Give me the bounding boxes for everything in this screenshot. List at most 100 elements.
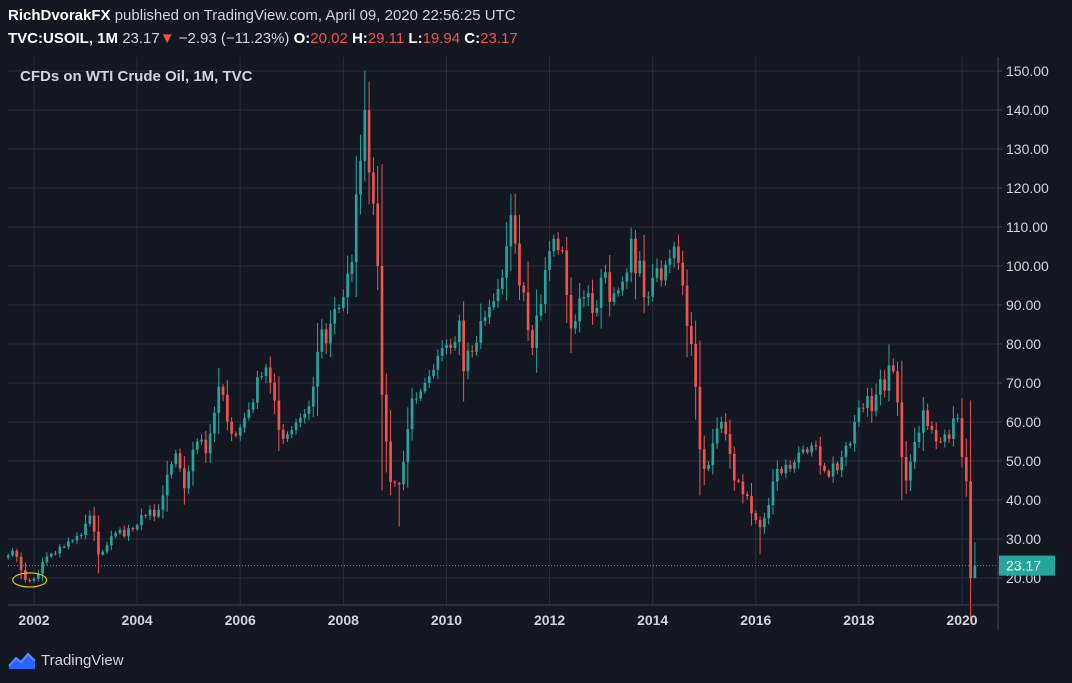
candle-body — [462, 320, 465, 372]
candle-body — [591, 293, 594, 313]
candle-body — [848, 443, 852, 446]
close-value: 23.17 — [480, 30, 518, 47]
candle-body — [286, 434, 289, 439]
candle-body — [290, 429, 294, 435]
candle-body — [754, 513, 758, 521]
candle-body — [71, 540, 74, 542]
publish-line: RichDvorakFX published on TradingView.co… — [8, 7, 516, 24]
candle-body — [904, 457, 908, 481]
price-axis[interactable]: 20.0030.0040.0050.0060.0070.0080.0090.00… — [997, 57, 1049, 630]
y-tick-label: 110.00 — [1006, 219, 1048, 235]
candle-body — [372, 172, 375, 204]
candle-body — [445, 344, 448, 348]
candle-body — [110, 536, 113, 546]
candle-body — [930, 425, 934, 430]
candle-body — [947, 434, 951, 439]
candle-body — [539, 303, 543, 316]
x-tick-label: 2004 — [122, 612, 153, 628]
candle-body — [806, 449, 809, 453]
tradingview-footer[interactable]: TradingView — [8, 648, 124, 672]
low-label: L: — [408, 30, 423, 47]
candle-body — [870, 396, 874, 412]
candle-body — [406, 429, 410, 462]
candle-body — [299, 417, 302, 423]
candle-body — [118, 529, 122, 534]
candle-body — [728, 434, 732, 454]
candle-body — [183, 468, 186, 489]
candle-body — [303, 413, 306, 418]
y-tick-label: 120.00 — [1006, 180, 1049, 196]
candle-body — [518, 243, 521, 286]
time-axis[interactable]: 2002 2004 2006 2008 2010 2012 2014 2016 2018 2020 — [8, 604, 998, 628]
candle-body — [268, 367, 272, 383]
candle-body — [939, 441, 942, 443]
candle-body — [702, 449, 706, 469]
x-tick-label: 2002 — [18, 612, 49, 628]
candle-body — [952, 418, 955, 439]
candle-body — [612, 293, 616, 303]
candle-body — [578, 298, 581, 322]
candle-body — [771, 481, 775, 506]
high-label: H: — [351, 30, 368, 47]
candle-body — [114, 533, 117, 537]
candle-body — [54, 553, 57, 555]
candle-body — [775, 468, 779, 482]
chart-title: CFDs on WTI Crude Oil, 1M, TVC — [20, 68, 253, 85]
candle-body — [827, 470, 831, 477]
plot-area[interactable] — [8, 57, 998, 594]
candle-body — [879, 379, 882, 395]
candle-body — [861, 407, 865, 409]
candle-body — [922, 410, 925, 433]
candle-body — [763, 518, 766, 528]
candle-body — [724, 422, 728, 435]
candle-body — [853, 422, 856, 444]
candle-body — [243, 418, 246, 428]
candle-body — [548, 251, 551, 270]
candle-body — [84, 523, 87, 536]
candle-body — [814, 445, 818, 447]
candle-body — [883, 379, 886, 391]
candle-body — [531, 330, 534, 348]
y-tick-label: 80.00 — [1006, 336, 1041, 352]
candle-body — [844, 445, 848, 458]
candle-body — [668, 258, 672, 265]
low-value: 19.94 — [422, 30, 461, 47]
candle-body — [32, 578, 36, 581]
candle-body — [415, 398, 418, 400]
candle-body — [647, 296, 650, 298]
open-label: O: — [293, 30, 311, 47]
x-tick-label: 2006 — [225, 612, 256, 628]
candle-body — [909, 461, 912, 481]
tradingview-logo-icon — [8, 652, 36, 669]
chart-header: RichDvorakFX published on TradingView.co… — [0, 0, 1072, 52]
candle-body — [178, 453, 182, 469]
candle-body — [569, 294, 573, 329]
candle-body — [41, 562, 44, 574]
candle-body — [264, 367, 268, 377]
candle-body — [423, 383, 427, 392]
candle-body — [49, 553, 53, 557]
candle-body — [440, 347, 444, 356]
candle-body — [337, 308, 341, 310]
candle-body — [475, 342, 478, 352]
candle-body — [685, 285, 689, 326]
candle-body — [213, 412, 216, 434]
candle-body — [28, 579, 32, 581]
high-value: 29.11 — [367, 30, 405, 47]
candle-body — [342, 297, 345, 309]
candle-body — [208, 433, 212, 454]
last-price-tag: 23.17 — [999, 555, 1055, 576]
y-tick-label: 60.00 — [1006, 414, 1041, 430]
author-name[interactable]: RichDvorakFX — [8, 7, 111, 24]
candle-body — [574, 321, 577, 329]
candle-body — [690, 325, 693, 344]
candle-body — [127, 528, 130, 537]
candle-body — [943, 434, 947, 442]
annotation-ellipse[interactable] — [12, 572, 48, 588]
candle-body — [410, 398, 414, 430]
candle-body — [801, 449, 805, 453]
candle-body — [831, 463, 835, 477]
symbol-label[interactable]: TVC:USOIL, 1M — [8, 30, 119, 47]
down-arrow-icon: ▼ — [159, 30, 175, 47]
